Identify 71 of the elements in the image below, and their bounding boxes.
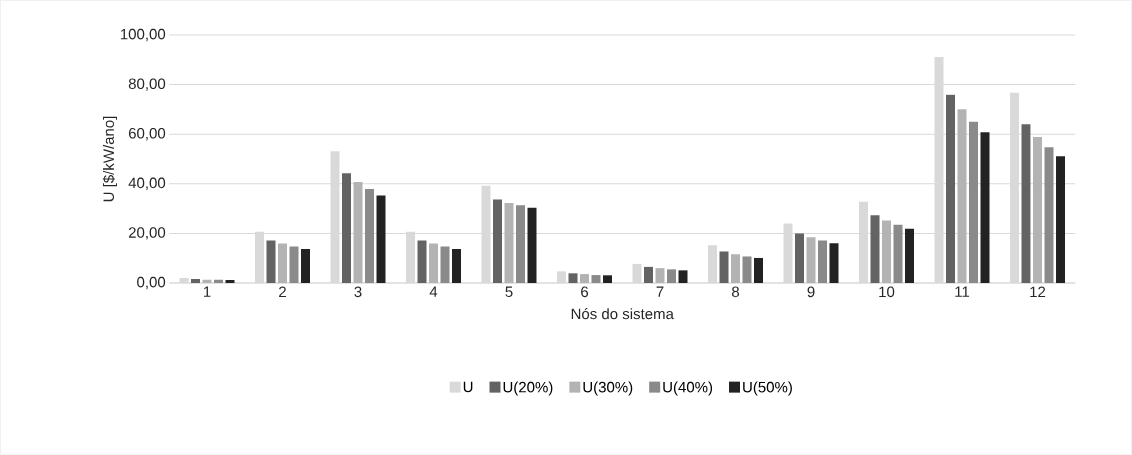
bar bbox=[818, 240, 828, 283]
bar bbox=[301, 249, 310, 283]
bar bbox=[795, 233, 805, 283]
y-tick-label: 60,00 bbox=[128, 128, 166, 141]
bar bbox=[516, 205, 525, 283]
bar bbox=[365, 189, 374, 283]
bar bbox=[278, 243, 287, 283]
bar bbox=[353, 182, 363, 283]
bar bbox=[376, 195, 386, 283]
bar bbox=[870, 215, 880, 283]
bar bbox=[719, 251, 729, 283]
bar bbox=[504, 202, 514, 283]
x-tick-label: 5 bbox=[505, 286, 513, 297]
bar bbox=[440, 246, 450, 283]
x-tick-label: 10 bbox=[879, 286, 895, 298]
bar bbox=[452, 249, 461, 283]
bar bbox=[1056, 156, 1066, 283]
legend-label: U(20%) bbox=[503, 381, 553, 396]
bar bbox=[969, 121, 979, 283]
bar bbox=[644, 266, 654, 283]
bar bbox=[191, 279, 200, 283]
bar bbox=[678, 270, 688, 283]
bar bbox=[882, 220, 892, 283]
bar bbox=[829, 243, 839, 283]
x-tick-label: 6 bbox=[581, 286, 589, 298]
bar bbox=[667, 269, 677, 283]
bar bbox=[893, 224, 903, 283]
x-tick-label: 7 bbox=[656, 286, 664, 297]
legend-label: U bbox=[463, 381, 473, 393]
x-tick-label: 2 bbox=[279, 286, 286, 298]
x-tick-label: 3 bbox=[354, 286, 362, 298]
legend-label: U(40%) bbox=[663, 381, 713, 396]
bar bbox=[429, 243, 438, 283]
bar bbox=[417, 240, 427, 283]
x-tick-label: 9 bbox=[807, 286, 815, 298]
bar bbox=[289, 246, 299, 283]
y-tick-label: 80,00 bbox=[128, 78, 166, 91]
bar bbox=[980, 132, 990, 283]
x-tick-label: 11 bbox=[955, 286, 970, 297]
bar bbox=[603, 275, 613, 283]
bar bbox=[493, 199, 502, 283]
legend-label: U(30%) bbox=[583, 381, 633, 396]
bar bbox=[754, 257, 764, 283]
y-axis-title: U [$/kW/ano] bbox=[102, 116, 117, 202]
bar bbox=[342, 173, 351, 283]
bar bbox=[202, 279, 212, 283]
y-tick-label: 40,00 bbox=[128, 177, 166, 190]
legend-label: U(50%) bbox=[743, 381, 792, 396]
x-tick-label: 4 bbox=[429, 286, 438, 297]
bar bbox=[568, 273, 578, 283]
x-axis-title: Nós do sistema bbox=[571, 308, 674, 320]
bar bbox=[225, 280, 235, 283]
bar bbox=[527, 207, 537, 283]
bar bbox=[591, 275, 601, 283]
bar bbox=[806, 237, 816, 283]
x-tick-label: 12 bbox=[1030, 286, 1046, 298]
bar bbox=[214, 279, 223, 283]
bar bbox=[266, 240, 276, 283]
bar bbox=[946, 94, 956, 283]
bar bbox=[655, 268, 665, 283]
bar bbox=[731, 254, 741, 283]
x-tick-label: 8 bbox=[732, 286, 740, 298]
x-tick-label: 1 bbox=[203, 286, 211, 297]
y-tick-label: 20,00 bbox=[128, 227, 166, 240]
y-tick-label: 100,00 bbox=[120, 28, 166, 42]
y-tick-label: 0,00 bbox=[137, 276, 166, 290]
bar bbox=[905, 228, 915, 283]
bar bbox=[1033, 136, 1043, 283]
bar bbox=[580, 274, 590, 283]
bar bbox=[957, 109, 967, 283]
bar bbox=[742, 256, 752, 283]
